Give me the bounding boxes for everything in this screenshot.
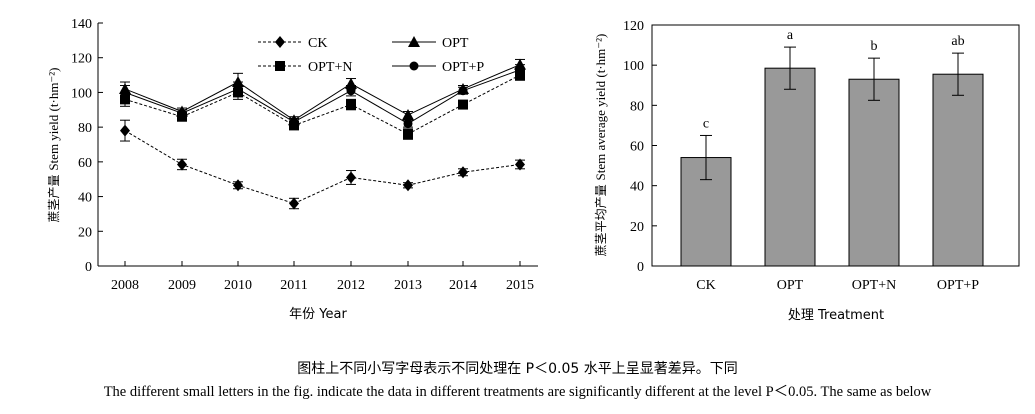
- y-axis-label-en: Stem yield (t·hm⁻²): [46, 67, 61, 170]
- caption-english: The different small letters in the fig. …: [103, 384, 932, 400]
- data-point: [289, 197, 299, 210]
- x-tick-label: CK: [696, 278, 715, 293]
- y-tick-label: 80: [630, 99, 644, 114]
- y-tick-label: 40: [78, 191, 92, 206]
- y-axis-label-en: Stem average yield (t·hm⁻²): [593, 34, 608, 181]
- x-tick-label: 2014: [449, 278, 477, 293]
- x-axis-label: 处理 Treatment: [788, 308, 884, 323]
- y-tick-label: 120: [623, 19, 644, 34]
- x-tick-label: 2012: [337, 278, 365, 293]
- significance-letter: c: [703, 116, 709, 131]
- y-axis-label-cn: 蔗茎产量: [47, 171, 61, 223]
- data-point: [403, 119, 413, 129]
- data-point: [458, 86, 468, 96]
- significance-letter: a: [787, 28, 794, 43]
- legend-marker: [408, 36, 420, 47]
- x-tick-label: OPT: [777, 278, 804, 293]
- series-line: [124, 69, 521, 125]
- series-opt-plus-n: [120, 69, 525, 140]
- x-tick-label: 2013: [394, 278, 422, 293]
- x-tick-label: 2011: [280, 278, 307, 293]
- x-axis-label: 年份 Year: [289, 307, 347, 322]
- y-tick-label: 60: [630, 140, 644, 155]
- y-tick-label: 0: [637, 260, 644, 275]
- y-axis-label-cn: 蔗茎平均产量: [594, 181, 608, 257]
- legend-label: OPT: [442, 36, 469, 51]
- y-tick-label: 20: [630, 220, 644, 235]
- data-point: [289, 117, 299, 127]
- line-chart: 0 20 40 60 80 100 120 140 2008 2009 2010 2011 2012 20…: [71, 17, 538, 322]
- data-point: [233, 179, 243, 192]
- legend-marker: [275, 36, 285, 48]
- data-point: [346, 171, 356, 184]
- data-point: [515, 65, 525, 75]
- bar-chart: 0 20 40 60 80 100 120 c CK a OPT b OPT+N ab OPT+P 处理 Tr…: [623, 19, 1020, 323]
- data-point: [345, 77, 357, 89]
- legend-label: OPT+P: [442, 60, 484, 75]
- data-point: [403, 179, 413, 192]
- x-tick-label: OPT+P: [937, 278, 979, 293]
- data-point: [515, 158, 525, 171]
- x-tick-label: 2010: [224, 278, 252, 293]
- data-point: [120, 87, 130, 97]
- series-opt-plus-p: [120, 64, 525, 129]
- legend-label: OPT+N: [308, 60, 352, 75]
- data-point: [233, 84, 243, 94]
- data-point: [177, 158, 187, 171]
- bar: [932, 73, 984, 267]
- figure-canvas: 0 20 40 60 80 100 120 140 2008 2009 2010 2011 2012 20…: [46, 17, 1020, 323]
- data-point: [458, 99, 468, 110]
- data-point: [120, 124, 130, 137]
- legend-marker: [275, 61, 285, 71]
- significance-letter: b: [871, 39, 878, 54]
- y-tick-label: 80: [78, 121, 92, 136]
- data-point: [346, 86, 356, 96]
- series-line: [124, 130, 521, 205]
- x-tick-label: 2009: [168, 278, 196, 293]
- y-tick-label: 40: [630, 180, 644, 195]
- y-tick-label: 0: [85, 260, 92, 275]
- y-axis-label: 蔗茎产量 Stem yield (t·hm⁻²): [46, 67, 61, 222]
- y-tick-label: 120: [71, 52, 92, 67]
- x-tick-label: 2015: [506, 278, 534, 293]
- legend: CK OPT OPT+N OPT+P: [258, 36, 484, 75]
- y-tick-label: 140: [71, 17, 92, 32]
- data-point: [346, 99, 356, 110]
- significance-letter: ab: [951, 34, 964, 49]
- bar: [848, 78, 900, 267]
- y-axis-label: 蔗茎平均产量 Stem average yield (t·hm⁻²): [593, 34, 608, 257]
- y-tick-label: 20: [78, 225, 92, 240]
- data-point: [403, 129, 413, 140]
- data-point: [177, 108, 187, 118]
- legend-marker: [409, 61, 419, 71]
- x-tick-label: 2008: [111, 278, 139, 293]
- data-point: [458, 166, 468, 179]
- caption-chinese: 图柱上不同小写字母表示不同处理在 P＜0.05 水平上呈显著差异。下同: [297, 361, 738, 377]
- y-tick-label: 60: [78, 156, 92, 171]
- series-ck: [120, 119, 525, 210]
- x-tick-label: OPT+N: [852, 278, 896, 293]
- data-point: [402, 108, 414, 120]
- legend-label: CK: [308, 36, 327, 51]
- y-tick-label: 100: [71, 86, 92, 101]
- series-line: [124, 64, 521, 121]
- y-tick-label: 100: [623, 59, 644, 74]
- bar: [764, 67, 816, 267]
- series-line: [124, 74, 521, 135]
